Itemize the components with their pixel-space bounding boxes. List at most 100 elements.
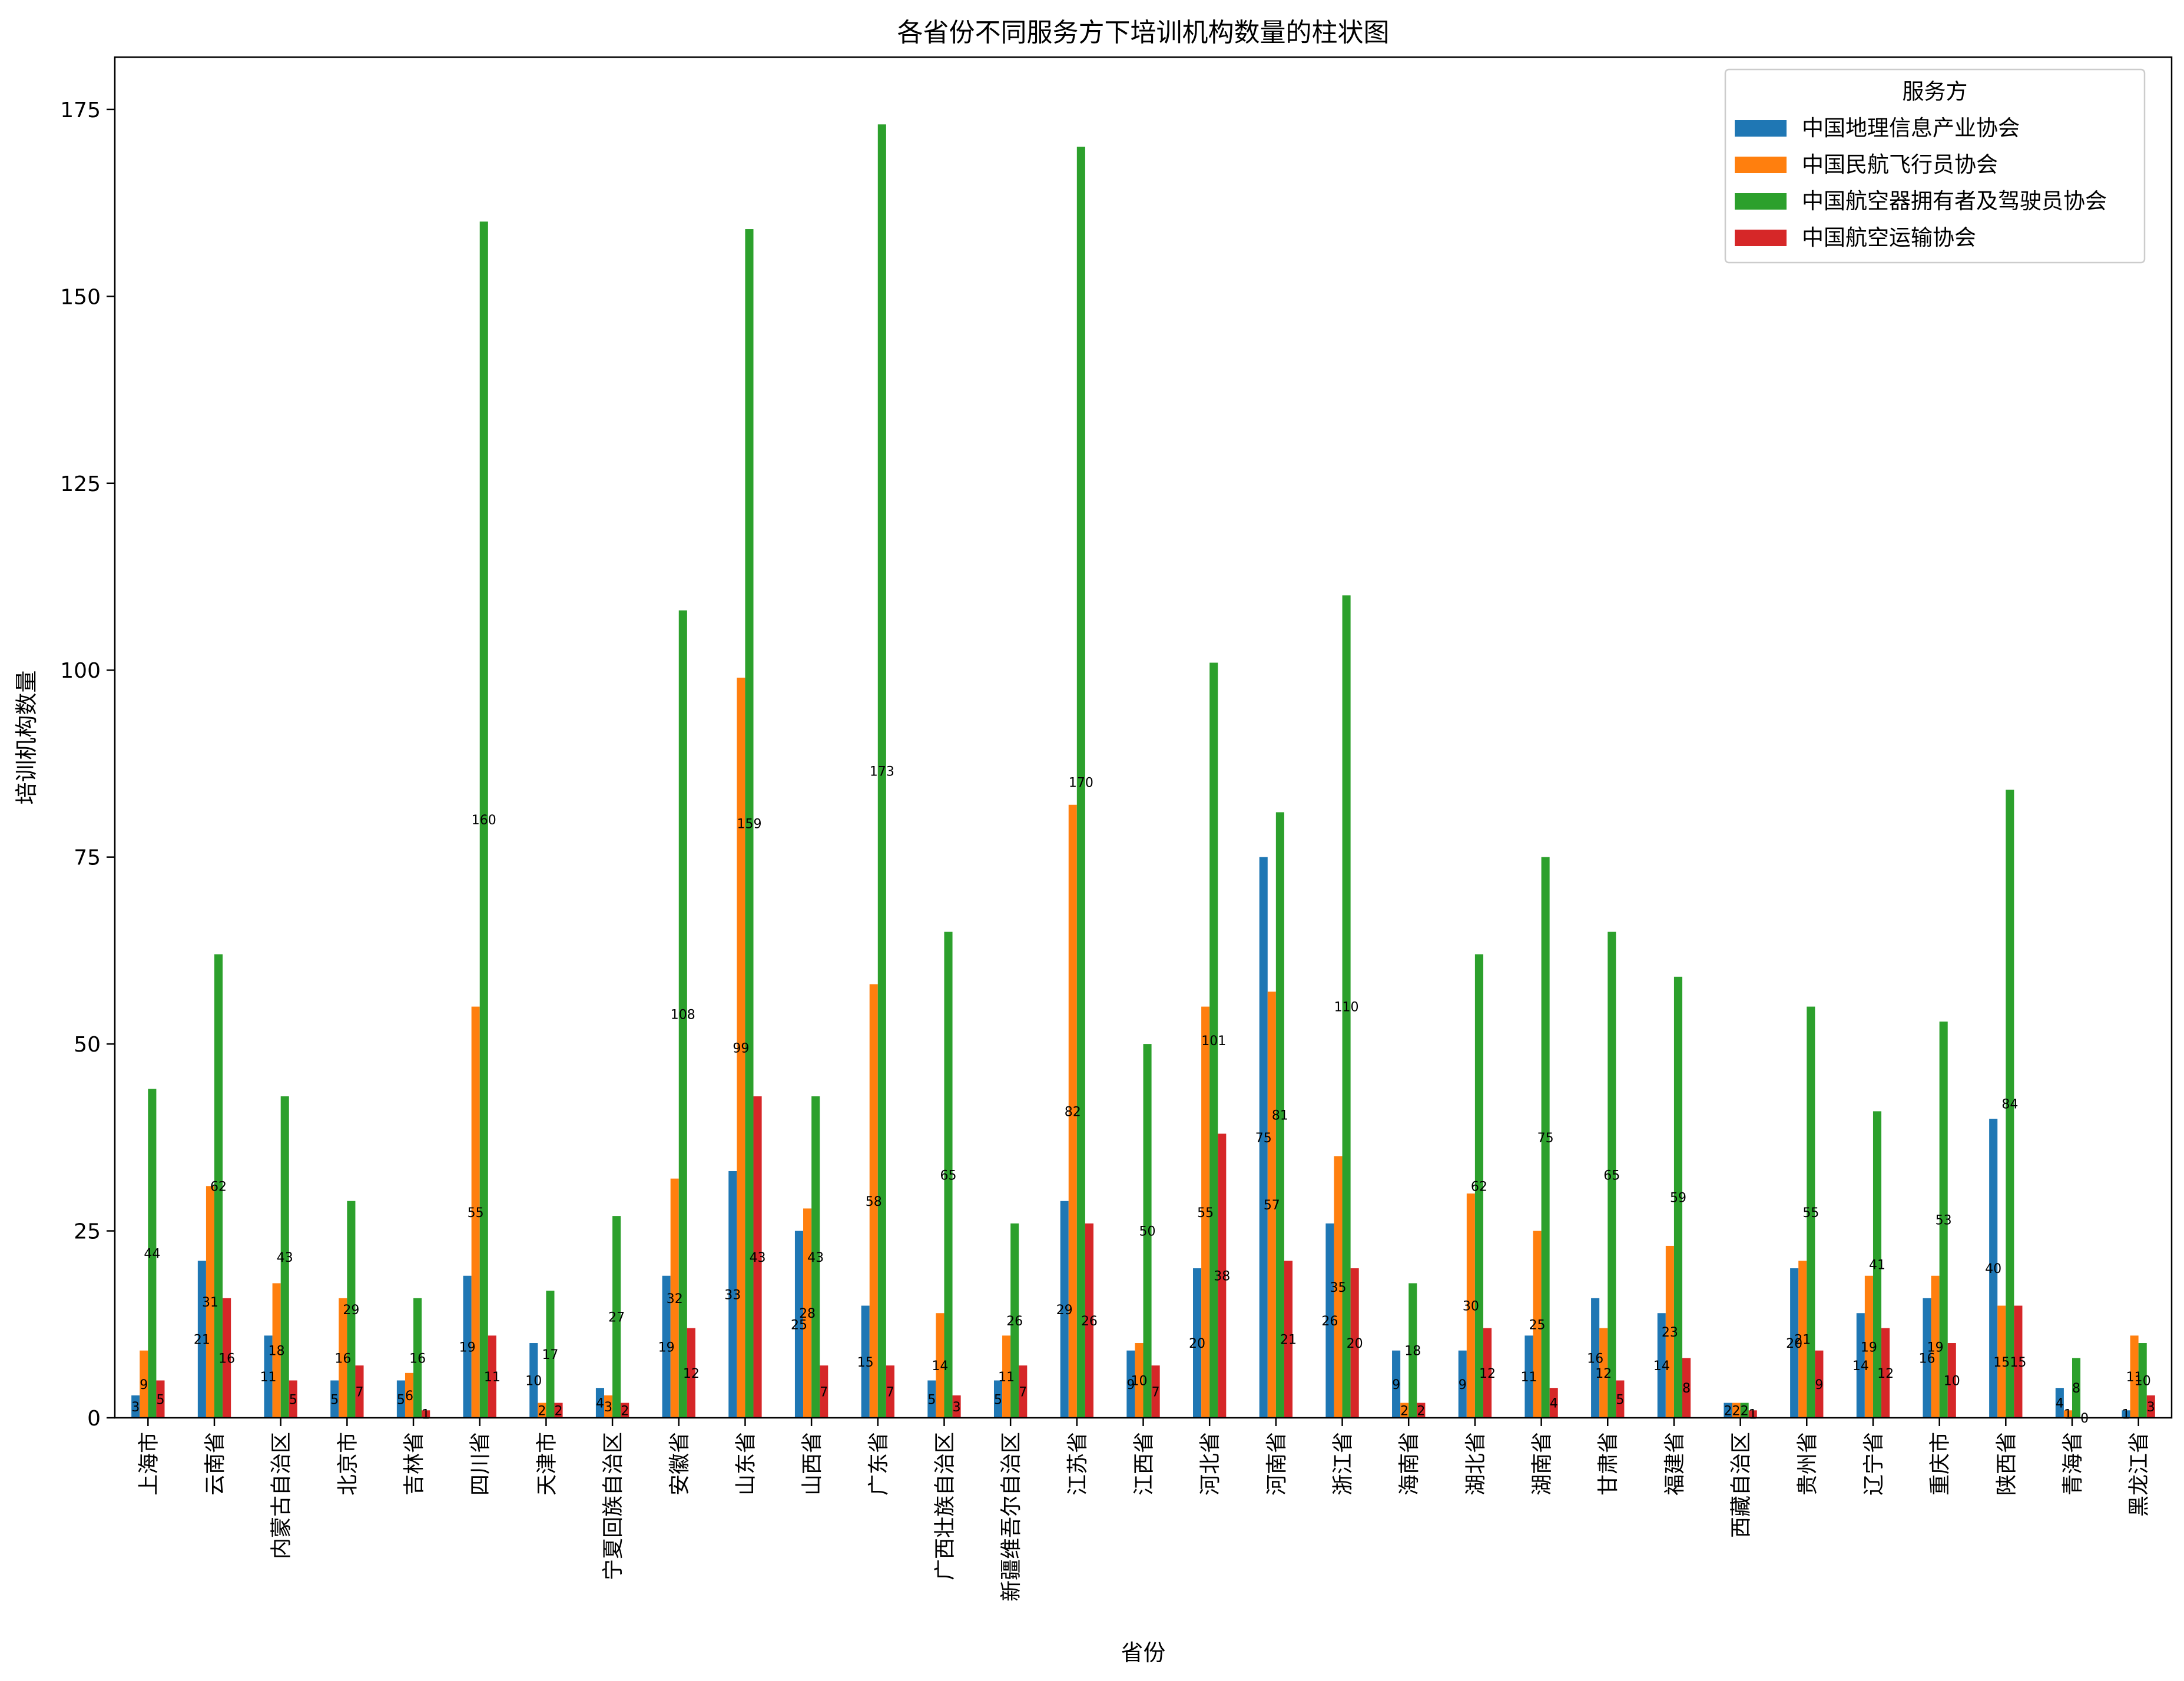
data-label: 2 [538, 1404, 546, 1418]
data-label: 29 [343, 1303, 359, 1318]
x-tick-label: 西藏自治区 [1729, 1432, 1754, 1538]
bar [1525, 1335, 1533, 1418]
data-label: 3 [953, 1400, 961, 1415]
data-label: 65 [940, 1168, 957, 1183]
bar [1267, 992, 1276, 1418]
bar [1541, 857, 1550, 1418]
data-label: 18 [1404, 1344, 1421, 1359]
legend: 服务方 中国地理信息产业协会中国民航飞行员协会中国航空器拥有者及驾驶员协会中国航… [1724, 68, 2146, 264]
x-tick-label: 山西省 [800, 1432, 824, 1496]
bar [2130, 1335, 2139, 1418]
bar [1417, 1403, 1426, 1418]
legend-label: 中国航空器拥有者及驾驶员协会 [1802, 188, 2107, 214]
data-label: 10 [1944, 1374, 1960, 1389]
bar [1350, 1268, 1359, 1418]
bar [1193, 1268, 1202, 1418]
data-label: 20 [1189, 1337, 1205, 1351]
bar [1002, 1335, 1011, 1418]
bar [753, 1096, 762, 1418]
data-label: 57 [1264, 1198, 1280, 1213]
bar [148, 1089, 157, 1418]
data-label: 160 [472, 813, 496, 828]
data-label: 16 [1919, 1351, 1936, 1366]
bar [952, 1395, 961, 1418]
data-label: 17 [542, 1348, 558, 1362]
data-label: 9 [1815, 1378, 1823, 1392]
bar [1939, 1022, 1948, 1418]
data-label: 50 [1139, 1225, 1156, 1239]
data-label: 35 [1330, 1281, 1346, 1295]
chart-title: 各省份不同服务方下培训机构数量的柱状图 [897, 18, 1390, 48]
bar [1284, 1261, 1293, 1418]
bar [1409, 1283, 1417, 1418]
x-tick-label: 重庆市 [1928, 1432, 1953, 1496]
data-label: 19 [1927, 1340, 1944, 1355]
bar [1019, 1365, 1028, 1418]
data-label: 16 [409, 1351, 426, 1366]
legend-title: 服务方 [1903, 79, 1968, 104]
bar [595, 1388, 604, 1418]
bar [1682, 1358, 1691, 1418]
data-label: 53 [1936, 1213, 1952, 1228]
legend-label: 中国地理信息产业协会 [1802, 115, 2020, 141]
data-label: 19 [658, 1340, 675, 1355]
bar [1881, 1328, 1890, 1418]
bar [1923, 1298, 1931, 1418]
bar [1151, 1365, 1160, 1418]
y-tick-label: 175 [60, 98, 101, 122]
bar [794, 1231, 804, 1418]
x-tick-label: 辽宁省 [1862, 1432, 1886, 1496]
bar [1608, 931, 1616, 1418]
legend-swatch [1735, 193, 1787, 210]
data-label: 8 [1682, 1381, 1691, 1396]
data-label: 7 [1152, 1385, 1160, 1400]
data-label: 16 [334, 1351, 351, 1366]
bar [2014, 1305, 2023, 1418]
data-label: 14 [1852, 1359, 1869, 1374]
bar [1209, 662, 1218, 1418]
x-tick-label: 安徽省 [668, 1432, 692, 1496]
data-label: 20 [1786, 1337, 1802, 1351]
data-label: 1 [422, 1408, 430, 1423]
x-tick-label: 河南省 [1265, 1432, 1289, 1496]
x-tick-label: 江西省 [1132, 1432, 1156, 1496]
x-tick-label: 四川省 [469, 1432, 493, 1496]
data-label: 14 [1653, 1359, 1670, 1374]
bar [678, 610, 687, 1418]
bar [1798, 1261, 1807, 1418]
bar [1474, 954, 1483, 1418]
bar [405, 1372, 414, 1418]
data-label: 26 [1006, 1314, 1023, 1329]
data-label: 4 [2056, 1397, 2064, 1411]
data-label: 10 [2135, 1374, 2151, 1389]
data-label: 1 [2064, 1408, 2072, 1423]
bar [1931, 1275, 1940, 1418]
data-label: 44 [144, 1247, 160, 1262]
data-label: 4 [1550, 1397, 1558, 1411]
bar [1657, 1313, 1666, 1418]
bar [280, 1096, 289, 1418]
bar [1989, 1119, 1998, 1418]
x-tick-label: 天津市 [535, 1432, 559, 1496]
data-label: 62 [1471, 1179, 1487, 1194]
bar [944, 931, 953, 1418]
bar [1873, 1111, 1882, 1418]
bar [223, 1298, 231, 1418]
data-label: 25 [791, 1318, 807, 1332]
y-tick-label: 0 [87, 1407, 101, 1431]
bar [621, 1403, 629, 1418]
bar [422, 1410, 430, 1418]
data-label: 15 [857, 1355, 874, 1370]
bar [811, 1096, 820, 1418]
x-tick-label: 贵州省 [1795, 1432, 1820, 1496]
bar [1201, 1006, 1210, 1418]
data-label: 2 [555, 1404, 563, 1418]
data-label: 58 [866, 1195, 882, 1209]
data-label: 12 [683, 1367, 700, 1381]
data-label: 99 [733, 1041, 749, 1056]
bar [1126, 1350, 1135, 1418]
data-label: 16 [1587, 1351, 1603, 1366]
x-tick-label: 福建省 [1663, 1432, 1687, 1496]
bar [1807, 1006, 1815, 1418]
data-label: 82 [1065, 1105, 1081, 1119]
